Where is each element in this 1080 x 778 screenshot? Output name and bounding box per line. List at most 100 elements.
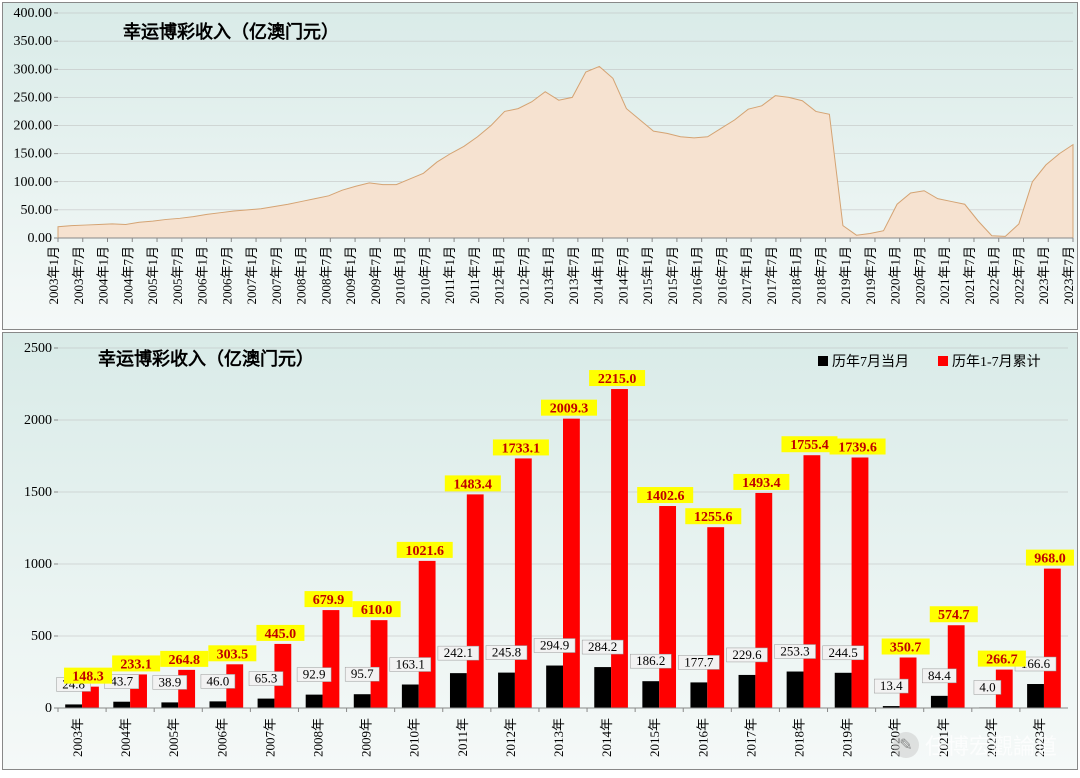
svg-text:264.8: 264.8 bbox=[168, 653, 200, 668]
svg-text:50.00: 50.00 bbox=[21, 203, 53, 218]
svg-text:1000: 1000 bbox=[24, 557, 52, 572]
svg-text:84.4: 84.4 bbox=[928, 668, 951, 683]
svg-text:229.6: 229.6 bbox=[732, 647, 762, 662]
svg-text:2008年7月: 2008年7月 bbox=[318, 246, 333, 305]
svg-text:38.9: 38.9 bbox=[158, 674, 181, 689]
svg-text:1733.1: 1733.1 bbox=[502, 441, 541, 456]
svg-text:2005年7月: 2005年7月 bbox=[170, 246, 185, 305]
svg-text:2003年7月: 2003年7月 bbox=[71, 246, 86, 305]
svg-text:2014年: 2014年 bbox=[599, 718, 614, 757]
svg-text:2018年: 2018年 bbox=[791, 718, 806, 757]
svg-text:2011年1月: 2011年1月 bbox=[442, 246, 457, 304]
watermark-icon: ✎ bbox=[893, 732, 919, 758]
svg-text:177.7: 177.7 bbox=[684, 654, 714, 669]
svg-text:1402.6: 1402.6 bbox=[646, 489, 685, 504]
svg-text:95.7: 95.7 bbox=[351, 666, 374, 681]
svg-text:2018年7月: 2018年7月 bbox=[813, 246, 828, 305]
svg-text:2009年7月: 2009年7月 bbox=[368, 246, 383, 305]
svg-text:2004年7月: 2004年7月 bbox=[120, 246, 135, 305]
svg-text:2021年1月: 2021年1月 bbox=[937, 246, 952, 305]
svg-text:2010年: 2010年 bbox=[407, 718, 422, 757]
svg-text:43.7: 43.7 bbox=[110, 674, 133, 689]
svg-text:303.5: 303.5 bbox=[217, 647, 249, 662]
svg-text:350.7: 350.7 bbox=[890, 640, 922, 655]
svg-text:2020年7月: 2020年7月 bbox=[912, 246, 927, 305]
svg-text:2015年: 2015年 bbox=[647, 718, 662, 757]
svg-text:2011年: 2011年 bbox=[455, 718, 470, 757]
svg-text:2010年7月: 2010年7月 bbox=[417, 246, 432, 305]
svg-text:2017年1月: 2017年1月 bbox=[739, 246, 754, 305]
svg-text:400.00: 400.00 bbox=[14, 6, 53, 21]
svg-text:2021年7月: 2021年7月 bbox=[962, 246, 977, 305]
bar-chart-container: 050010001500200025002003年2004年2005年2006年… bbox=[2, 332, 1078, 770]
svg-text:1493.4: 1493.4 bbox=[742, 476, 781, 491]
svg-text:2003年1月: 2003年1月 bbox=[46, 246, 61, 305]
svg-text:2000: 2000 bbox=[24, 413, 52, 428]
svg-text:2006年: 2006年 bbox=[214, 718, 229, 757]
svg-text:2005年: 2005年 bbox=[166, 718, 181, 757]
svg-text:2016年7月: 2016年7月 bbox=[714, 246, 729, 305]
svg-text:1500: 1500 bbox=[24, 485, 52, 500]
svg-text:186.2: 186.2 bbox=[636, 653, 665, 668]
svg-text:1483.4: 1483.4 bbox=[454, 477, 493, 492]
svg-text:2010年1月: 2010年1月 bbox=[393, 246, 408, 305]
svg-text:2007年1月: 2007年1月 bbox=[244, 246, 259, 305]
svg-text:2022年7月: 2022年7月 bbox=[1011, 246, 1026, 305]
svg-text:2019年1月: 2019年1月 bbox=[838, 246, 853, 305]
svg-text:2009.3: 2009.3 bbox=[550, 402, 589, 417]
svg-text:610.0: 610.0 bbox=[361, 603, 393, 618]
svg-text:2003年: 2003年 bbox=[70, 718, 85, 757]
svg-text:2019年: 2019年 bbox=[840, 718, 855, 757]
area-chart-container: 0.0050.00100.00150.00200.00250.00300.003… bbox=[2, 2, 1078, 330]
svg-text:46.0: 46.0 bbox=[207, 673, 230, 688]
area-chart-svg: 0.0050.00100.00150.00200.00250.00300.003… bbox=[3, 3, 1079, 331]
svg-text:2018年1月: 2018年1月 bbox=[789, 246, 804, 305]
chart1-title: 幸运博彩收入（亿澳门元） bbox=[123, 18, 339, 44]
svg-text:65.3: 65.3 bbox=[255, 671, 278, 686]
svg-text:2004年: 2004年 bbox=[118, 718, 133, 757]
svg-text:2019年7月: 2019年7月 bbox=[863, 246, 878, 305]
chart2-title: 幸运博彩收入（亿澳门元） bbox=[98, 345, 314, 371]
svg-text:679.9: 679.9 bbox=[313, 593, 345, 608]
svg-text:2012年1月: 2012年1月 bbox=[492, 246, 507, 305]
svg-text:1255.6: 1255.6 bbox=[694, 510, 733, 525]
svg-text:2009年1月: 2009年1月 bbox=[343, 246, 358, 305]
svg-text:150.00: 150.00 bbox=[14, 147, 53, 162]
svg-text:2020年1月: 2020年1月 bbox=[888, 246, 903, 305]
svg-text:2022年1月: 2022年1月 bbox=[987, 246, 1002, 305]
svg-text:2004年1月: 2004年1月 bbox=[96, 246, 111, 305]
svg-text:574.7: 574.7 bbox=[938, 608, 970, 623]
svg-text:2013年1月: 2013年1月 bbox=[541, 246, 556, 305]
svg-text:2014年7月: 2014年7月 bbox=[615, 246, 630, 305]
svg-text:1755.4: 1755.4 bbox=[790, 438, 829, 453]
svg-text:445.0: 445.0 bbox=[265, 627, 297, 642]
svg-text:2017年: 2017年 bbox=[743, 718, 758, 757]
bar-chart-svg: 050010001500200025002003年2004年2005年2006年… bbox=[3, 333, 1079, 771]
svg-text:2006年7月: 2006年7月 bbox=[219, 246, 234, 305]
svg-text:2007年: 2007年 bbox=[262, 718, 277, 757]
svg-text:242.1: 242.1 bbox=[444, 645, 473, 660]
watermark: ✎ 任博宏觀論道 bbox=[893, 729, 1057, 761]
svg-text:2215.0: 2215.0 bbox=[598, 372, 637, 387]
svg-text:2005年1月: 2005年1月 bbox=[145, 246, 160, 305]
svg-text:500: 500 bbox=[31, 629, 52, 644]
svg-text:2023年1月: 2023年1月 bbox=[1036, 246, 1051, 305]
svg-text:968.0: 968.0 bbox=[1034, 552, 1066, 567]
svg-text:2013年7月: 2013年7月 bbox=[566, 246, 581, 305]
svg-text:266.7: 266.7 bbox=[986, 653, 1018, 668]
svg-text:163.1: 163.1 bbox=[396, 657, 425, 672]
svg-text:244.5: 244.5 bbox=[829, 645, 858, 660]
svg-text:4.0: 4.0 bbox=[979, 679, 995, 694]
svg-text:2011年7月: 2011年7月 bbox=[467, 246, 482, 304]
svg-text:历年7月当月: 历年7月当月 bbox=[832, 354, 909, 370]
svg-text:233.1: 233.1 bbox=[120, 657, 152, 672]
svg-text:2023年7月: 2023年7月 bbox=[1061, 246, 1076, 305]
svg-text:2006年1月: 2006年1月 bbox=[195, 246, 210, 305]
svg-text:2016年: 2016年 bbox=[695, 718, 710, 757]
svg-text:2012年7月: 2012年7月 bbox=[516, 246, 531, 305]
svg-text:2008年: 2008年 bbox=[311, 718, 326, 757]
svg-text:294.9: 294.9 bbox=[540, 638, 569, 653]
svg-text:245.8: 245.8 bbox=[492, 645, 521, 660]
svg-text:2013年: 2013年 bbox=[551, 718, 566, 757]
svg-text:0.00: 0.00 bbox=[28, 231, 53, 246]
